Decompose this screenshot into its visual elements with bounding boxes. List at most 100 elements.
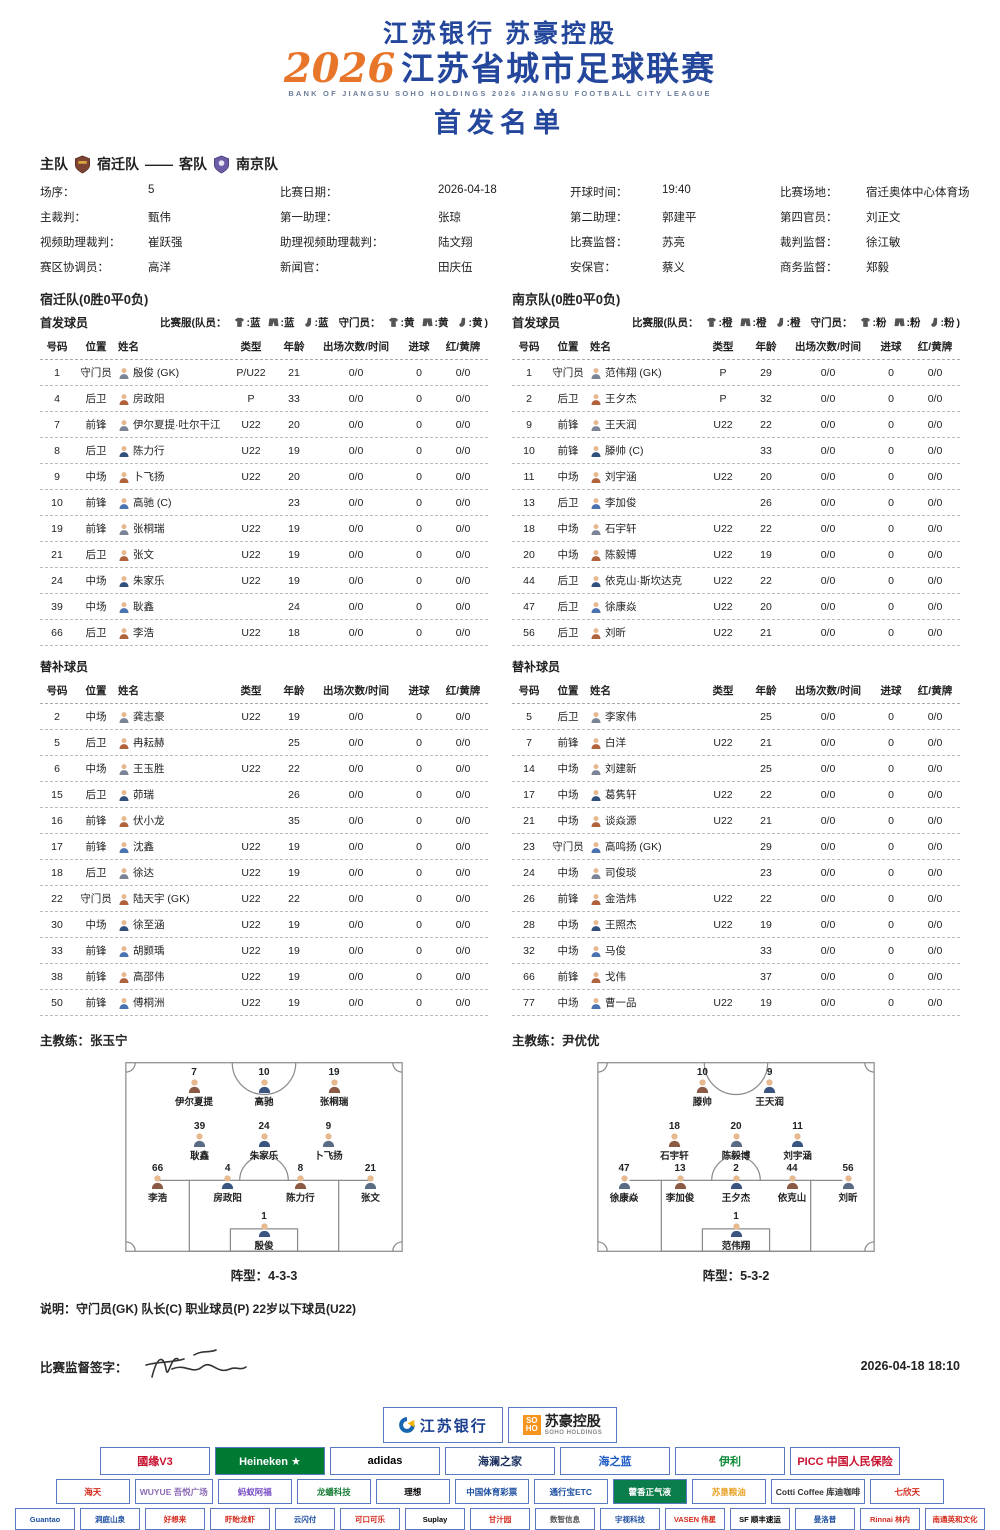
page-title: 首发名单	[434, 108, 566, 138]
player-age: 19	[288, 710, 300, 723]
player-number: 10	[523, 444, 535, 457]
player-name: 刘昕	[605, 627, 626, 639]
match-info-text: 安保官：	[570, 262, 616, 274]
signature-area: 比赛监督签字：	[40, 1343, 258, 1389]
pitch-player: 9 卜飞扬	[296, 1121, 360, 1162]
player-cards: 0/0	[927, 970, 943, 983]
player-avatar	[119, 601, 129, 613]
match-info-text: 第二助理：	[570, 212, 628, 224]
sponsor-logo: Heineken ★	[215, 1447, 325, 1475]
player-age: 19	[288, 840, 300, 853]
player-position: 前锋	[85, 945, 107, 957]
vs-dash: ——	[145, 156, 173, 172]
player-age: 33	[288, 392, 300, 405]
pitch-player-number: 7	[191, 1067, 197, 1078]
player-avatar	[119, 971, 129, 983]
player-age: 25	[288, 736, 300, 749]
player-position: 守门员	[80, 367, 112, 379]
player-name-cell: 曹一品	[590, 995, 698, 1010]
pitch-player: 10 滕帅	[670, 1067, 734, 1108]
player-cards: 0/0	[927, 866, 943, 879]
player-name-cell: 卜飞扬	[118, 469, 226, 484]
player-age: 19	[288, 866, 300, 879]
col-position: 位置	[557, 685, 579, 697]
player-apps: 0/0	[820, 600, 836, 613]
player-goals: 0	[416, 736, 422, 749]
player-row: 56 后卫 刘昕 U22 21 0/0 0 0/0	[512, 620, 960, 646]
match-info-grid: 场序： 5 比赛日期： 2026-04-18 开球时间： 19:40 比赛场地： 宿迁奥体中心…	[40, 184, 970, 275]
sponsor-bank-name: 江苏银行	[419, 1416, 488, 1435]
pitch-player: 18 石宇轩	[642, 1121, 706, 1162]
player-avatar	[119, 997, 129, 1009]
col-position: 位置	[85, 685, 107, 697]
player-age: 23	[288, 496, 300, 509]
player-name: 高鸣扬 (GK)	[605, 841, 662, 853]
col-type: 类型	[240, 341, 262, 353]
sponsor-logo: 宇视科技	[600, 1508, 660, 1530]
player-apps: 0/0	[348, 496, 364, 509]
col-apps: 出场次数/时间	[323, 685, 389, 697]
player-type: U22	[241, 996, 261, 1009]
player-position: 中场	[85, 601, 107, 613]
sponsor-bank-of-jiangsu: 江苏银行	[382, 1407, 503, 1443]
player-number: 30	[51, 918, 63, 931]
player-avatar	[591, 867, 601, 879]
player-name: 耿鑫	[133, 601, 154, 613]
player-name: 李加俊	[605, 497, 637, 509]
player-position: 中场	[557, 789, 579, 801]
player-name-cell: 徐至涵	[118, 917, 226, 932]
pitch-player-number: 66	[152, 1163, 164, 1174]
report-datetime: 2026-04-18 18:10	[860, 1359, 960, 1373]
pitch-player-avatar	[193, 1133, 206, 1147]
player-position: 中场	[557, 549, 579, 561]
player-age: 19	[288, 944, 300, 957]
player-name: 卜飞扬	[133, 471, 165, 483]
player-row: 19 前锋 张桐瑞 U22 19 0/0 0 0/0	[40, 516, 488, 542]
player-cards: 0/0	[927, 366, 943, 379]
player-name-cell: 胡颢瑀	[118, 943, 226, 958]
player-avatar	[591, 523, 601, 535]
sponsor-logo: 苏垦粮油	[691, 1479, 766, 1504]
player-type: P	[247, 392, 255, 405]
pitch-player: 9 王天润	[738, 1067, 802, 1108]
col-age: 年龄	[755, 341, 777, 353]
player-name: 王照杰	[605, 919, 637, 931]
player-row: 32 中场 马俊 33 0/0 0 0/0	[512, 938, 960, 964]
pitch-player-name: 陈毅博	[721, 1150, 751, 1162]
player-position: 中场	[557, 997, 579, 1009]
player-row: 15 后卫 茆瑞 26 0/0 0 0/0	[40, 782, 488, 808]
player-position: 守门员	[552, 841, 584, 853]
player-name-cell: 刘宇涵	[590, 469, 698, 484]
player-number: 15	[51, 788, 63, 801]
pitch-markings	[597, 1062, 875, 1252]
player-number: 39	[51, 600, 63, 613]
player-position: 前锋	[557, 419, 579, 431]
player-number: 18	[51, 866, 63, 879]
player-row: 17 前锋 沈鑫 U22 19 0/0 0 0/0	[40, 834, 488, 860]
sponsor-logo: 云闪付	[275, 1508, 335, 1530]
player-name: 龚志豪	[133, 711, 165, 723]
player-goals: 0	[888, 626, 894, 639]
player-type: P	[719, 392, 727, 405]
player-apps: 0/0	[348, 866, 364, 879]
player-type: U22	[713, 996, 733, 1009]
player-apps: 0/0	[820, 970, 836, 983]
pitch-player: 4 房政阳	[196, 1163, 260, 1204]
kit-suffix: )	[956, 316, 961, 329]
pitch-player: 11 刘宇涵	[766, 1121, 830, 1162]
player-apps: 0/0	[348, 522, 364, 535]
starters-header-row: 号码 位置 姓名 类型 年龄 出场次数/时间 进球 红/黄牌	[40, 333, 488, 360]
player-row: 17 中场 葛隽轩 U22 22 0/0 0 0/0	[512, 782, 960, 808]
player-number: 20	[523, 548, 535, 561]
sponsor-logo: 國缘V3	[100, 1447, 210, 1475]
player-position: 前锋	[557, 893, 579, 905]
player-type: U22	[713, 418, 733, 431]
player-cards: 0/0	[455, 814, 471, 827]
player-position: 后卫	[85, 867, 107, 879]
match-info-text: 蔡义	[662, 262, 685, 274]
player-avatar	[591, 575, 601, 587]
starters-title: 首发球员	[512, 316, 561, 330]
match-info-text: 苏亮	[662, 237, 685, 249]
col-number: 号码	[46, 685, 68, 697]
player-age: 20	[760, 470, 772, 483]
